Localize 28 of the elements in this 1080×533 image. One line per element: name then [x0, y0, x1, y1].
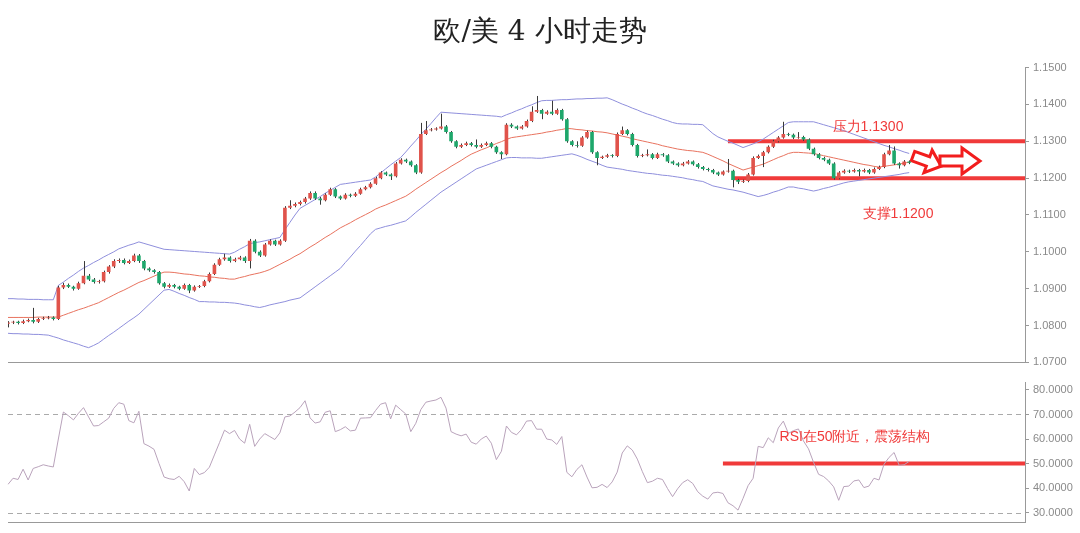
- candlestick: [892, 145, 896, 166]
- series-label: RSI在50附近，震荡结构: [779, 428, 931, 445]
- candlestick: [590, 130, 594, 155]
- candlestick: [726, 158, 730, 174]
- y-tick-label: 70.0000: [1033, 407, 1073, 420]
- chart-title: 欧/美 4 小时走势: [432, 13, 648, 49]
- y-tick-label: 1.1500: [1033, 60, 1067, 73]
- candlestick: [751, 155, 755, 177]
- y-tick-label: 1.0800: [1033, 318, 1067, 331]
- y-tick-label: 60.0000: [1033, 432, 1073, 445]
- y-tick-label: 50.0000: [1033, 456, 1073, 469]
- candlestick: [565, 117, 569, 144]
- y-tick-label: 40.0000: [1033, 481, 1073, 494]
- candlestick: [116, 257, 121, 264]
- y-tick-label: 1.1200: [1033, 171, 1067, 184]
- y-tick-label: 1.1300: [1033, 134, 1067, 147]
- y-tick-label: 1.1000: [1033, 244, 1067, 257]
- y-tick-label: 1.1400: [1033, 97, 1067, 110]
- series-label: 支撑1.1200: [862, 205, 934, 222]
- candlestick: [575, 140, 579, 149]
- y-tick-label: 30.0000: [1033, 505, 1073, 518]
- y-tick-label: 1.0700: [1033, 355, 1067, 368]
- series-label: 压力1.1300: [832, 118, 904, 135]
- y-tick-label: 80.0000: [1033, 382, 1073, 395]
- candlestick: [610, 153, 614, 159]
- candlestick: [615, 131, 620, 158]
- y-tick-label: 1.1100: [1033, 208, 1066, 221]
- y-tick-label: 1.0900: [1033, 281, 1067, 294]
